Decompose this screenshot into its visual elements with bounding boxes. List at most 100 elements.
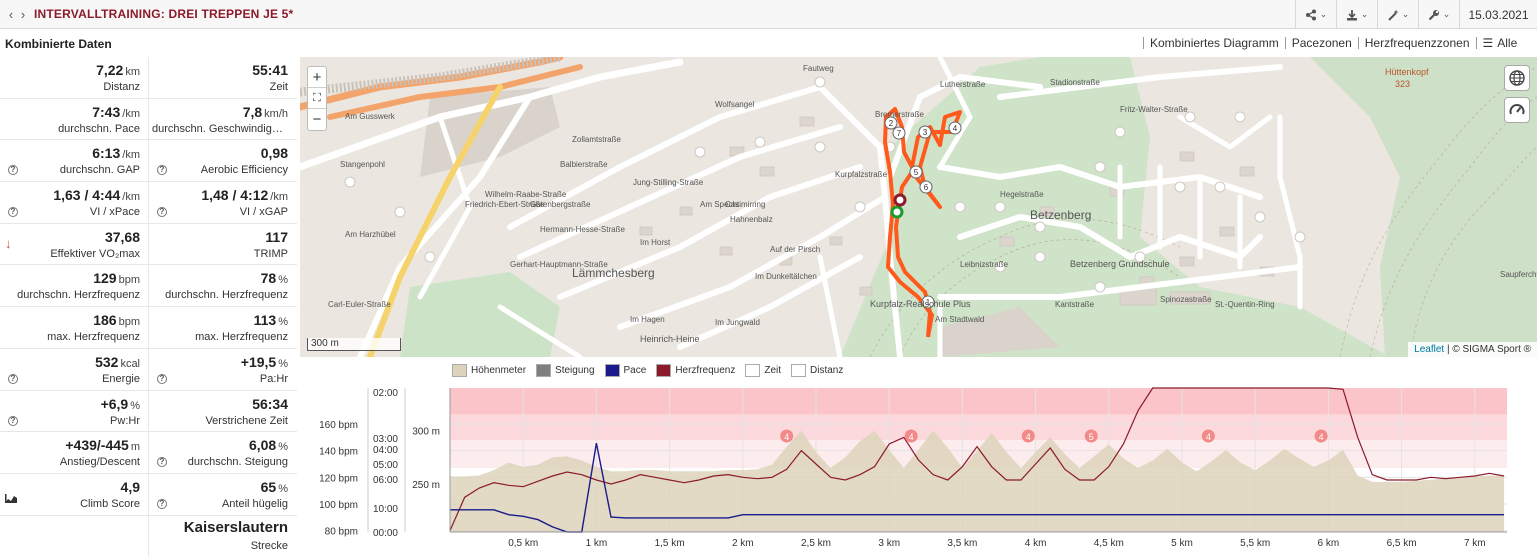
hr-tick-label: 140 bpm: [319, 447, 358, 458]
legend-label: Pace: [623, 364, 647, 376]
lap-marker[interactable]: 4: [948, 121, 962, 135]
map-place-label: Gerhart-Hauptmann-Straße: [510, 260, 608, 269]
stat-cell: 113% max. Herzfrequenz: [148, 307, 296, 348]
chevron-down-icon: ⌄: [1401, 9, 1410, 19]
stat-cell: 186 bpm max. Herzfrequenz: [0, 307, 148, 348]
map-place-label: Spinozastraße: [1160, 295, 1212, 304]
map-layers-button[interactable]: [1504, 65, 1530, 91]
stat-cell: 7:43/km durchschn. Pace: [0, 99, 148, 140]
combined-chart[interactable]: 4 4 4 5 4 4 0,5 km 1 km 1,5 km 2 km 2,5 km 3 km 3,5 …: [300, 380, 1537, 555]
leaflet-link[interactable]: Leaflet: [1414, 344, 1445, 355]
stat-cell: 7,22 km Distanz: [0, 57, 148, 98]
stat-number: 6:13: [92, 145, 121, 162]
legend-item[interactable]: Zeit: [745, 363, 781, 377]
attribution-text: | © SIGMA Sport ®: [1444, 344, 1531, 355]
lap-marker[interactable]: 2: [884, 116, 898, 130]
map-dashboard-button[interactable]: [1504, 97, 1530, 123]
lap-marker[interactable]: 5: [909, 165, 923, 179]
chevron-right-icon[interactable]: ›: [20, 6, 26, 22]
help-icon[interactable]: ?: [8, 165, 18, 176]
x-tick-label: 2,5 km: [801, 538, 831, 549]
elevation-area: [450, 430, 1505, 532]
map-place-label: Im Hagen: [630, 315, 665, 324]
x-tick-label: 2 km: [732, 538, 754, 549]
share-button[interactable]: ⌄: [1295, 0, 1336, 29]
chart-canvas[interactable]: 4 4 4 5 4 4 0,5 km 1 km 1,5 km 2 km 2,5 km 3 km 3,5 …: [300, 380, 1537, 555]
tab-pace-zones[interactable]: Pacezonen: [1291, 36, 1352, 50]
help-icon[interactable]: ?: [8, 415, 18, 426]
x-tick-label: 0,5 km: [508, 538, 538, 549]
legend-item[interactable]: Höhenmeter: [452, 363, 526, 377]
map-place-label: Saupferchtal: [1500, 270, 1537, 279]
stat-number: 7:43: [92, 103, 121, 120]
legend-item[interactable]: Distanz: [791, 363, 843, 377]
magic-button[interactable]: ⌄: [1377, 0, 1418, 29]
stat-cell: +19,5% Pa:Hr?: [148, 348, 296, 390]
map-scale: 300 m: [307, 338, 401, 351]
lap-marker[interactable]: 1: [921, 295, 935, 309]
chevron-left-icon[interactable]: ‹: [8, 6, 14, 22]
hr-tick-label: 80 bpm: [325, 527, 358, 538]
help-icon[interactable]: ?: [8, 373, 18, 384]
help-icon[interactable]: ?: [157, 165, 167, 176]
route-track[interactable]: [883, 107, 962, 338]
stat-label: durchschn. Steigung: [187, 456, 288, 469]
globe-icon: [1509, 70, 1525, 86]
tab-hr-zones[interactable]: Herzfrequenzzonen: [1364, 36, 1470, 50]
download-button[interactable]: ⌄: [1336, 0, 1377, 29]
help-icon[interactable]: ?: [157, 457, 167, 468]
stat-label: durchschn. Pace: [58, 122, 140, 135]
lap-marker[interactable]: 6: [919, 180, 933, 194]
stat-label: Distanz: [103, 81, 140, 93]
stat-value: 4,9: [121, 479, 140, 495]
zoom-in-button[interactable]: +: [308, 67, 326, 88]
hr-tick-label: 120 bpm: [319, 473, 358, 484]
legend-item[interactable]: Steigung: [536, 363, 595, 377]
share-icon: [1305, 9, 1316, 20]
pace-tick-label: 03:00: [373, 434, 398, 445]
stat-cell: 4,9 Climb Score: [0, 474, 148, 515]
end-marker[interactable]: [893, 193, 907, 207]
heart-rate-line: [449, 387, 1505, 531]
help-icon[interactable]: ?: [157, 207, 167, 218]
stat-row: 186 bpm max. Herzfrequenz 113% max. Herzfreq…: [0, 307, 297, 349]
lap-marker[interactable]: 7: [892, 126, 906, 140]
stat-value: 117: [265, 229, 288, 245]
stat-label: Energie: [102, 372, 140, 385]
map-place-label: 323: [1395, 79, 1410, 89]
stat-number: 113: [253, 312, 277, 329]
lap-marker-label: 6: [924, 183, 929, 192]
x-tick-label: 1 km: [586, 538, 608, 549]
menu-icon[interactable]: ☰: [1482, 36, 1494, 50]
legend-item[interactable]: Pace: [604, 363, 647, 377]
stat-value: 1,63 / 4:44/km: [53, 187, 140, 203]
activity-date: 15.03.2021: [1459, 0, 1537, 29]
legend-item[interactable]: Herzfrequenz: [656, 363, 735, 377]
zoom-out-button[interactable]: −: [312, 111, 322, 128]
chevron-down-icon: ⌄: [1360, 9, 1369, 19]
x-tick-label: 5,5 km: [1240, 538, 1270, 549]
stat-value: 0,98: [261, 145, 288, 161]
map-place-label: Kurpfalz-Realschule Plus: [870, 299, 971, 309]
help-icon[interactable]: ?: [8, 207, 18, 218]
start-marker[interactable]: [890, 205, 904, 219]
legend-swatch: [791, 363, 807, 377]
help-icon[interactable]: ?: [157, 373, 167, 384]
lap-marker-label: 7: [897, 129, 902, 138]
map-canvas[interactable]: 1 2 3 4 56 7 Lämmchesberg Betzenberg Betzenberg…: [300, 57, 1537, 357]
tab-combined-chart[interactable]: Kombiniertes Diagramm: [1150, 36, 1279, 50]
stat-row: 7:43/km durchschn. Pace 7,8 km/h durchschn. …: [0, 98, 297, 141]
help-icon[interactable]: ?: [157, 498, 167, 509]
tools-button[interactable]: ⌄: [1418, 0, 1459, 29]
hr-tick-label: 160 bpm: [319, 420, 358, 431]
stat-number: 532: [95, 353, 119, 370]
fullscreen-button[interactable]: ⛶: [308, 88, 326, 109]
toolbar: ⌄ ⌄ ⌄ ⌄ 15.03.2021: [1295, 0, 1537, 29]
stat-cell: 65% Anteil hügelig?: [148, 473, 296, 515]
tab-all[interactable]: Alle: [1497, 36, 1518, 50]
map-place-label: Hegelstraße: [1000, 190, 1044, 199]
stat-unit: /km: [270, 191, 288, 204]
lap-marker[interactable]: 3: [918, 125, 932, 139]
stat-cell: 6,08% durchschn. Steigung?: [148, 432, 296, 473]
